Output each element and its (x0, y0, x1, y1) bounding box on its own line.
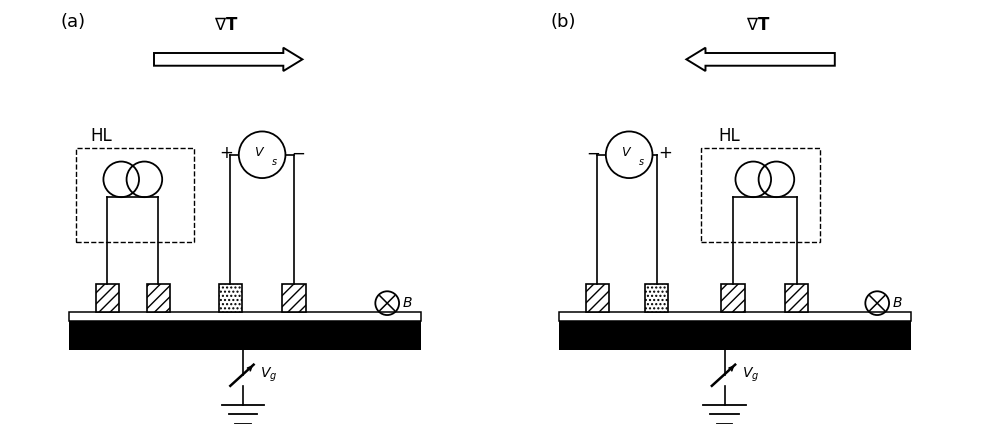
Text: $V_g$: $V_g$ (260, 366, 277, 385)
Text: $V$: $V$ (621, 146, 633, 159)
Bar (559, 321, 911, 350)
Text: $V$: $V$ (254, 146, 266, 159)
Text: $s$: $s$ (271, 157, 277, 167)
Bar (282, 284, 306, 312)
Bar (559, 312, 911, 321)
Bar (76, 148, 194, 242)
Polygon shape (686, 48, 835, 71)
Bar (721, 284, 745, 312)
Bar (785, 284, 808, 312)
Text: $V_g$: $V_g$ (742, 366, 759, 385)
Text: HL: HL (718, 127, 740, 145)
Bar (701, 148, 820, 242)
Text: +: + (219, 144, 233, 162)
Text: $-$: $-$ (586, 144, 600, 162)
Text: $\nabla$T: $\nabla$T (214, 16, 238, 34)
Text: +: + (658, 144, 672, 162)
Bar (147, 284, 170, 312)
Text: $B$: $B$ (892, 296, 903, 310)
Text: (b): (b) (551, 13, 576, 31)
Text: $\nabla$T: $\nabla$T (746, 16, 771, 34)
Polygon shape (154, 48, 302, 71)
Bar (96, 284, 119, 312)
Text: $-$: $-$ (291, 144, 305, 162)
Text: HL: HL (90, 127, 112, 145)
Text: $B$: $B$ (402, 296, 413, 310)
Text: $s$: $s$ (638, 157, 644, 167)
Circle shape (239, 131, 285, 178)
Text: (a): (a) (61, 13, 86, 31)
Bar (69, 321, 421, 350)
Circle shape (606, 131, 652, 178)
Bar (645, 284, 668, 312)
Bar (586, 284, 609, 312)
Bar (69, 312, 421, 321)
Bar (219, 284, 242, 312)
